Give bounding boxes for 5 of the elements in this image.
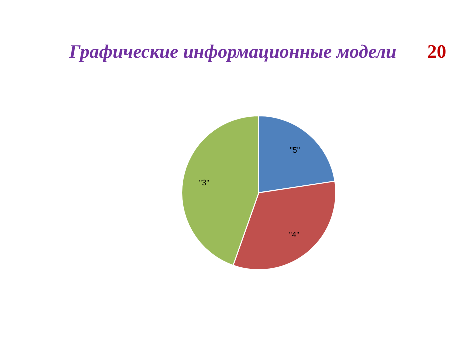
slice-label: "5" <box>290 146 300 155</box>
text: 20 <box>428 42 446 63</box>
slice-label: "4" <box>289 230 300 240</box>
chart-title: Графические информационные модели <box>68 42 397 63</box>
slice-label: "3" <box>199 178 210 188</box>
